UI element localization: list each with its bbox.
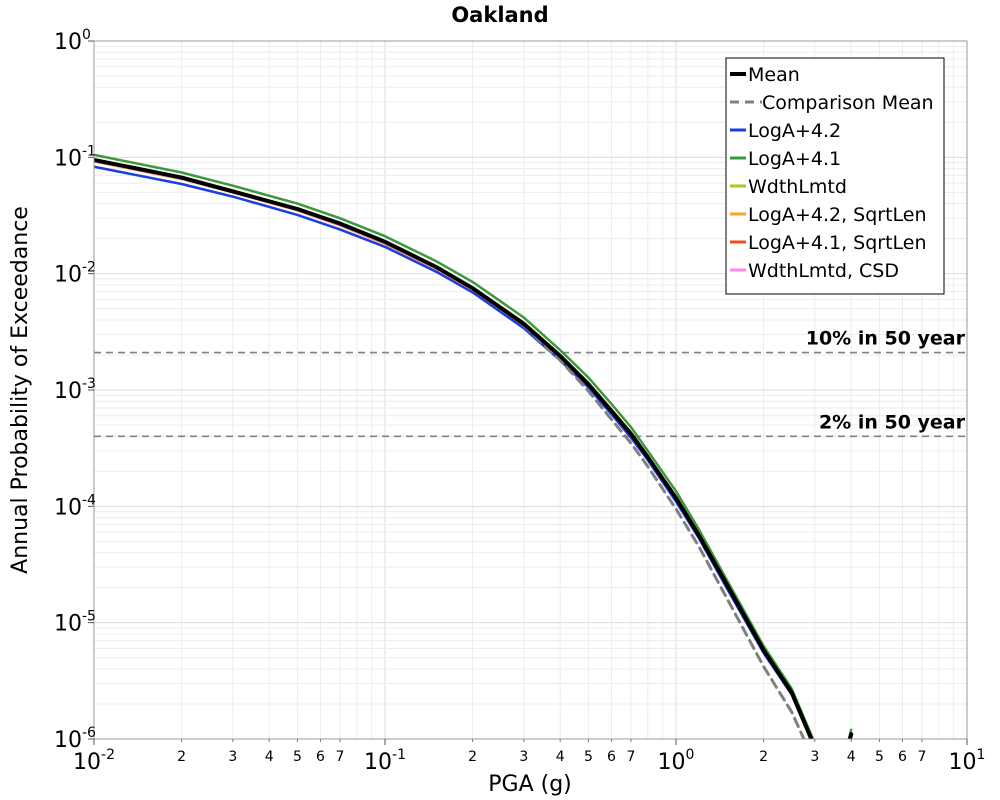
x-tick-base: 10 <box>364 750 392 775</box>
x-minor-tick-label: 5 <box>875 749 884 765</box>
y-tick-label: 10-1 <box>54 143 96 171</box>
x-minor-tick-label: 6 <box>898 749 907 765</box>
y-tick-label: 10-6 <box>54 725 96 753</box>
x-tick-exponent: -2 <box>101 747 115 763</box>
x-axis-label: PGA (g) <box>488 772 572 797</box>
y-tick-base: 10 <box>54 30 82 55</box>
x-tick-base: 10 <box>949 750 977 775</box>
y-tick-label: 10-5 <box>54 609 96 637</box>
x-minor-tick-label: 6 <box>316 749 325 765</box>
y-tick-label: 100 <box>54 27 91 55</box>
y-tick-base: 10 <box>54 495 82 520</box>
x-minor-tick-label: 7 <box>335 749 344 765</box>
legend-label: LogA+4.2, SqrtLen <box>748 204 927 226</box>
y-tick-label: 10-2 <box>54 260 96 288</box>
legend-label: WdthLmtd <box>748 176 847 198</box>
x-minor-tick-label: 5 <box>293 749 302 765</box>
y-tick-label: 10-3 <box>54 376 96 404</box>
x-tick-exponent: -1 <box>392 747 406 763</box>
y-tick-exponent: -5 <box>82 609 96 625</box>
y-tick-base: 10 <box>54 146 82 171</box>
x-minor-tick-label: 2 <box>759 749 768 765</box>
x-minor-tick-label: 7 <box>626 749 635 765</box>
y-tick-base: 10 <box>54 379 82 404</box>
reference-lines: 10% in 50 year 2% in 50 year <box>94 328 967 438</box>
legend-label: WdthLmtd, CSD <box>748 260 899 282</box>
y-tick-exponent: -2 <box>82 260 96 276</box>
x-tick-label: 100 <box>658 747 695 775</box>
legend-label: LogA+4.1 <box>748 148 841 170</box>
y-tick-exponent: -1 <box>82 143 96 159</box>
x-minor-tick-label: 7 <box>917 749 926 765</box>
series-line-loga-4-1 <box>94 153 853 739</box>
y-tick-exponent: -6 <box>82 725 96 741</box>
legend: Mean Comparison Mean LogA+4.2 LogA+4.1 WdthL… <box>725 57 945 295</box>
x-minor-tick-label: 4 <box>556 749 565 765</box>
x-minor-tick-label: 3 <box>228 749 237 765</box>
y-tick-exponent: -4 <box>82 492 96 508</box>
x-minor-tick-label: 4 <box>847 749 856 765</box>
x-minor-tick-label: 6 <box>607 749 616 765</box>
chart-title: Oakland <box>451 3 548 27</box>
y-tick-base: 10 <box>54 263 82 288</box>
x-tick-label: 10-2 <box>73 747 115 775</box>
reference-line-label: 10% in 50 year <box>806 328 966 350</box>
x-minor-tick-label: 3 <box>810 749 819 765</box>
y-tick-exponent: -3 <box>82 376 96 392</box>
x-tick-label: 101 <box>949 747 986 775</box>
grid-lines <box>93 41 967 740</box>
legend-label: LogA+4.2 <box>748 120 841 142</box>
x-tick-exponent: 0 <box>686 747 695 763</box>
series-line-mean <box>94 157 854 739</box>
x-tick-label: 10-1 <box>364 747 406 775</box>
series-line-comparison-mean <box>522 323 806 739</box>
x-minor-tick-label: 2 <box>177 749 186 765</box>
x-minor-tick-label: 3 <box>519 749 528 765</box>
x-tick-base: 10 <box>73 750 101 775</box>
y-tick-exponent: 0 <box>82 27 91 43</box>
legend-label: LogA+4.1, SqrtLen <box>748 232 927 254</box>
legend-label: Comparison Mean <box>762 92 934 114</box>
x-minor-tick-label: 5 <box>584 749 593 765</box>
y-tick-base: 10 <box>54 612 82 637</box>
y-tick-label: 10-4 <box>54 492 96 520</box>
y-tick-base: 10 <box>54 728 82 753</box>
x-minor-tick-label: 4 <box>265 749 274 765</box>
x-tick-exponent: 1 <box>977 747 986 763</box>
legend-label: Mean <box>748 64 800 86</box>
series-lines <box>94 153 854 739</box>
x-tick-base: 10 <box>658 750 686 775</box>
y-axis-label: Annual Probability of Exceedance <box>8 206 33 574</box>
legend-box <box>725 57 945 295</box>
reference-line-label: 2% in 50 year <box>819 411 966 433</box>
x-minor-tick-label: 2 <box>468 749 477 765</box>
